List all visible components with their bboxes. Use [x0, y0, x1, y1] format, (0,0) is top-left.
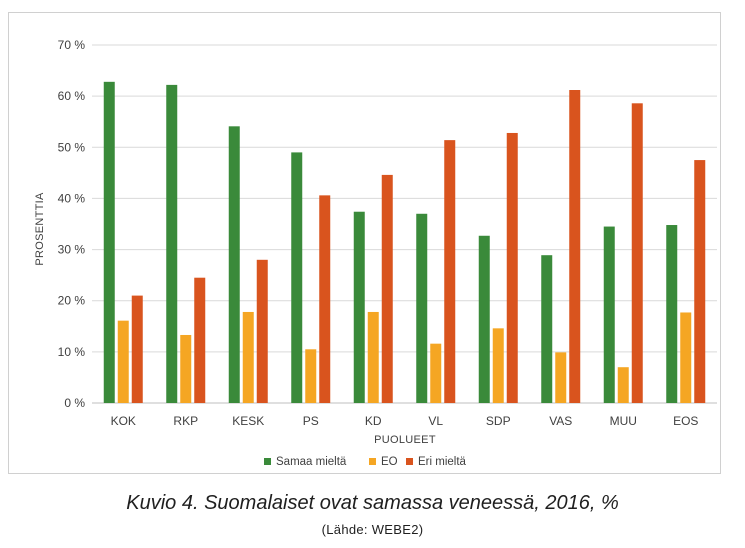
- y-tick-label: 60 %: [58, 89, 86, 103]
- x-tick-label: KOK: [111, 414, 136, 428]
- y-tick-label: 70 %: [58, 38, 86, 52]
- y-axis-ticks: 0 % 10 % 20 % 30 % 40 % 50 % 60 % 70 %: [58, 38, 86, 410]
- legend-label-samaa-mielta: Samaa mieltä: [276, 456, 347, 468]
- bar-eo-kesk: [242, 311, 254, 403]
- bars: [103, 81, 706, 404]
- x-axis-ticks: KOK RKP KESK PS KD VL SDP VAS MUU EOS: [111, 414, 699, 428]
- y-tick-label: 40 %: [58, 191, 86, 205]
- figure-source: (Lähde: WEBE2): [321, 522, 424, 537]
- bar-eo-ps: [305, 349, 317, 403]
- x-tick-label: PS: [303, 414, 319, 428]
- bar-eri-mielta-vas: [569, 90, 581, 404]
- x-tick-label: VL: [428, 414, 443, 428]
- y-axis-title: PROSENTTIA: [34, 192, 46, 266]
- bar-eo-kd: [367, 311, 379, 403]
- bar-eri-mielta-kd: [381, 174, 393, 403]
- bar-samaa-mielta-vas: [541, 255, 553, 403]
- bar-eo-muu: [617, 367, 629, 403]
- bar-eri-mielta-muu: [631, 103, 643, 403]
- y-tick-label: 10 %: [58, 345, 86, 359]
- bar-samaa-mielta-kesk: [228, 126, 240, 404]
- bar-eo-vl: [430, 343, 442, 403]
- bar-eri-mielta-kok: [131, 295, 143, 403]
- bar-eri-mielta-kesk: [256, 259, 268, 403]
- y-tick-label: 0 %: [64, 396, 85, 410]
- bar-eo-sdp: [492, 328, 504, 403]
- bar-samaa-mielta-vl: [416, 213, 428, 403]
- x-axis-title: PUOLUEET: [374, 434, 436, 446]
- x-tick-label: KD: [365, 414, 382, 428]
- legend-swatch-eri-mielta: [406, 458, 413, 465]
- bar-samaa-mielta-muu: [603, 226, 615, 403]
- x-tick-label: VAS: [549, 414, 572, 428]
- figure-caption: Kuvio 4. Suomalaiset ovat samassa venees…: [126, 492, 619, 514]
- bar-samaa-mielta-rkp: [166, 84, 178, 404]
- legend-label-eo: EO: [381, 456, 398, 468]
- legend: Samaa mieltä EO Eri mieltä: [264, 456, 467, 468]
- x-tick-label: KESK: [232, 414, 264, 428]
- legend-swatch-samaa-mielta: [264, 458, 271, 465]
- bar-eri-mielta-ps: [319, 195, 331, 403]
- bar-samaa-mielta-sdp: [478, 235, 490, 403]
- x-tick-label: SDP: [486, 414, 511, 428]
- bar-eri-mielta-eos: [694, 160, 706, 403]
- legend-swatch-eo: [369, 458, 376, 465]
- x-tick-label: EOS: [673, 414, 698, 428]
- bar-eo-eos: [680, 312, 692, 403]
- y-tick-label: 20 %: [58, 294, 86, 308]
- bar-samaa-mielta-kd: [353, 211, 365, 403]
- bar-samaa-mielta-kok: [103, 81, 115, 403]
- bar-eo-vas: [555, 352, 567, 403]
- y-tick-label: 50 %: [58, 140, 86, 154]
- bar-eo-rkp: [180, 334, 192, 403]
- bar-samaa-mielta-ps: [291, 152, 303, 403]
- bar-eri-mielta-rkp: [194, 277, 206, 403]
- y-tick-label: 30 %: [58, 243, 86, 257]
- bar-eo-kok: [117, 320, 129, 403]
- chart-frame: 0 % 10 % 20 % 30 % 40 % 50 % 60 % 70 % KOK RKP KE…: [8, 12, 721, 474]
- bar-samaa-mielta-eos: [666, 225, 678, 403]
- legend-label-eri-mielta: Eri mieltä: [418, 456, 467, 468]
- x-tick-label: MUU: [610, 414, 637, 428]
- bar-chart: 0 % 10 % 20 % 30 % 40 % 50 % 60 % 70 % KOK RKP KE…: [34, 38, 717, 468]
- bar-eri-mielta-sdp: [506, 132, 518, 404]
- x-tick-label: RKP: [173, 414, 198, 428]
- bar-eri-mielta-vl: [444, 140, 456, 403]
